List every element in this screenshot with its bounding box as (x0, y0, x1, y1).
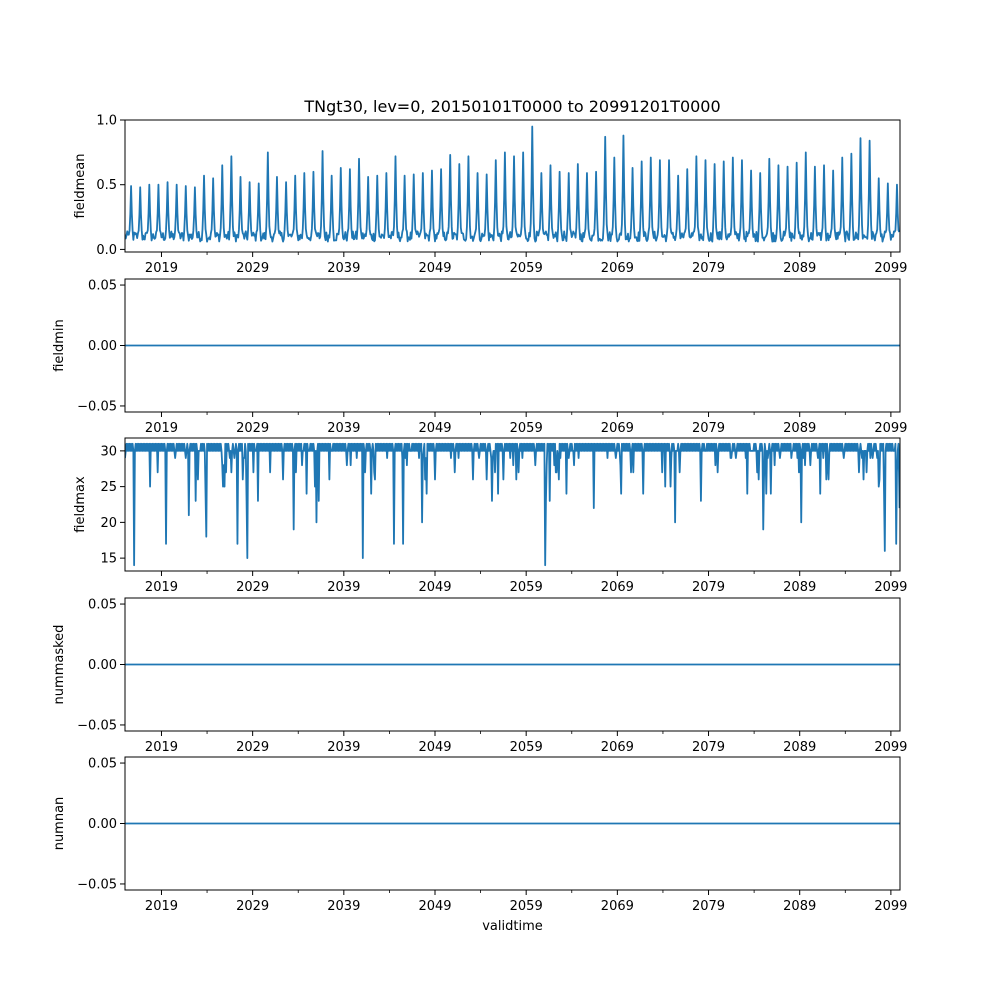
x-tick-label: 2079 (692, 261, 725, 276)
x-tick-label: 2019 (145, 580, 178, 595)
x-tick-label: 2089 (783, 899, 816, 914)
x-tick-label: 2089 (783, 740, 816, 755)
y-tick-label: 0.00 (88, 817, 117, 832)
axes-frame (124, 437, 901, 572)
x-tick-label: 2059 (510, 580, 543, 595)
x-tick-label: 2019 (145, 421, 178, 436)
x-tick-label: 2079 (692, 580, 725, 595)
x-tick-label: 2089 (783, 421, 816, 436)
y-tick-label: 0.05 (88, 757, 117, 772)
y-axis-label-fieldmin: fieldmin (52, 319, 67, 372)
y-tick-label: 0.00 (88, 339, 117, 354)
x-tick-label: 2089 (783, 261, 816, 276)
y-tick-label: 0.00 (88, 658, 117, 673)
x-tick-label: 2069 (601, 740, 634, 755)
x-tick-label: 2029 (236, 740, 269, 755)
x-tick-label: 2069 (601, 421, 634, 436)
chart-title: TNgt30, lev=0, 20150101T0000 to 20991201… (303, 97, 720, 116)
series-line-fieldmax (125, 442, 900, 567)
x-axis-label: validtime (482, 919, 543, 934)
y-tick-label: 1.0 (96, 114, 117, 129)
y-tick-label: −0.05 (77, 399, 117, 414)
y-tick-label: −0.05 (77, 718, 117, 733)
x-tick-label: 2039 (327, 899, 360, 914)
panel-fieldmin: 2019 2029 2039 2049 2059 2069 2079 2089 2099 −0.0… (52, 278, 907, 436)
y-tick-label: 0.05 (88, 279, 117, 294)
x-tick-label: 2029 (236, 421, 269, 436)
x-tick-label: 2029 (236, 261, 269, 276)
y-tick-label: −0.05 (77, 877, 117, 892)
x-tick-label: 2029 (236, 899, 269, 914)
y-tick-label: 25 (100, 480, 117, 495)
x-tick-label: 2039 (327, 740, 360, 755)
x-tick-label: 2079 (692, 899, 725, 914)
x-tick-label: 2049 (418, 740, 451, 755)
x-tick-label: 2059 (510, 421, 543, 436)
panel-numnan: 2019 2029 2039 2049 2059 2069 2079 2089 2099 −0.0… (52, 756, 907, 914)
x-tick-label: 2059 (510, 899, 543, 914)
x-tick-label: 2019 (145, 261, 178, 276)
x-tick-label: 2029 (236, 580, 269, 595)
y-axis-label-numnan: numnan (52, 797, 67, 851)
y-tick-label: 0.05 (88, 598, 117, 613)
y-tick-label: 15 (100, 552, 117, 567)
x-tick-label: 2079 (692, 421, 725, 436)
x-tick-label: 2019 (145, 740, 178, 755)
x-tick-label: 2069 (601, 580, 634, 595)
axes-frame (124, 119, 901, 253)
series-line-fieldmean (125, 125, 900, 243)
panel-nummasked: 2019 2029 2039 2049 2059 2069 2079 2089 2099 −0.0… (52, 597, 907, 755)
y-axis-label-fieldmean: fieldmean (73, 154, 88, 219)
x-tick-label: 2069 (601, 899, 634, 914)
x-tick-label: 2099 (874, 899, 907, 914)
panels: 2019 2029 2039 2049 2059 2069 2079 2089 20990.00… (52, 114, 907, 915)
y-tick-label: 0.0 (96, 243, 117, 258)
x-tick-label: 2079 (692, 740, 725, 755)
x-tick-label: 2099 (874, 421, 907, 436)
y-tick-label: 0.5 (96, 178, 117, 193)
x-tick-label: 2059 (510, 740, 543, 755)
x-tick-label: 2039 (327, 261, 360, 276)
x-tick-label: 2019 (145, 899, 178, 914)
x-tick-label: 2039 (327, 421, 360, 436)
x-tick-label: 2049 (418, 421, 451, 436)
x-tick-label: 2089 (783, 580, 816, 595)
y-tick-label: 20 (100, 516, 117, 531)
x-tick-label: 2049 (418, 580, 451, 595)
x-tick-label: 2049 (418, 261, 451, 276)
x-tick-label: 2039 (327, 580, 360, 595)
x-tick-label: 2099 (874, 740, 907, 755)
x-tick-label: 2069 (601, 261, 634, 276)
x-tick-label: 2099 (874, 261, 907, 276)
y-axis-label-nummasked: nummasked (52, 625, 67, 705)
x-tick-label: 2099 (874, 580, 907, 595)
y-tick-label: 30 (100, 444, 117, 459)
panel-fieldmean: 2019 2029 2039 2049 2059 2069 2079 2089 2099 0.0 0… (73, 114, 907, 277)
x-tick-label: 2059 (510, 261, 543, 276)
y-axis-label-fieldmax: fieldmax (73, 476, 88, 533)
x-tick-label: 2049 (418, 899, 451, 914)
panel-fieldmax: 2019 2029 2039 2049 2059 2069 2079 2089 2099 15 20… (73, 437, 907, 595)
